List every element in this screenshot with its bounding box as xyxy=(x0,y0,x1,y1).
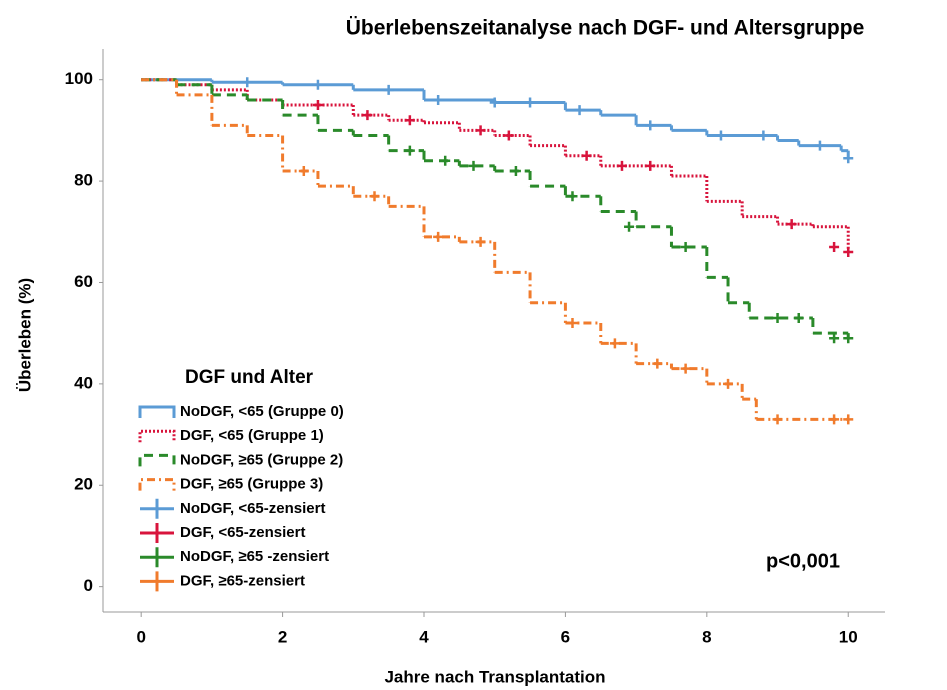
legend-label: NoDGF, <65-zensiert xyxy=(180,500,325,517)
censor-mark xyxy=(793,312,804,323)
censor-mark xyxy=(843,247,854,258)
censor-mark xyxy=(567,318,578,329)
legend-symbol xyxy=(140,547,174,568)
annotation: p<0,001 xyxy=(766,550,840,572)
legend-label: DGF, ≥65-zensiert xyxy=(180,572,305,589)
censor-mark xyxy=(404,115,415,126)
x-tick-label: 0 xyxy=(136,627,145,646)
censor-mark xyxy=(680,241,691,252)
censor-mark xyxy=(475,236,486,247)
censor-mark xyxy=(312,79,323,90)
censor-mark xyxy=(829,333,840,344)
censor-mark xyxy=(786,219,797,230)
censor-mark xyxy=(723,378,734,389)
censor-mark xyxy=(645,120,656,131)
censor-mark xyxy=(440,155,451,166)
censor-mark xyxy=(758,130,769,141)
legend-label: NoDGF, <65 (Gruppe 0) xyxy=(180,403,344,420)
y-tick-label: 100 xyxy=(65,69,93,88)
y-tick-label: 20 xyxy=(74,475,93,494)
censor-mark xyxy=(404,145,415,156)
censor-mark xyxy=(468,160,479,171)
x-tick-label: 10 xyxy=(839,627,858,646)
censor-mark xyxy=(645,160,656,171)
censor-mark xyxy=(843,333,854,344)
censor-mark xyxy=(383,84,394,95)
x-tick-label: 8 xyxy=(702,627,711,646)
censor-mark xyxy=(829,414,840,425)
censor-mark xyxy=(433,231,444,242)
censor-mark xyxy=(616,160,627,171)
legend-label: DGF, <65-zensiert xyxy=(180,524,305,541)
censor-mark xyxy=(581,150,592,161)
legend-symbol xyxy=(138,429,176,443)
censor-mark xyxy=(567,191,578,202)
censor-mark xyxy=(362,110,373,121)
censor-mark xyxy=(489,97,500,108)
x-tick-label: 2 xyxy=(278,627,287,646)
legend-label: NoDGF, ≥65 (Gruppe 2) xyxy=(180,451,343,468)
censor-mark xyxy=(475,125,486,136)
censor-mark xyxy=(525,97,536,108)
censor-mark xyxy=(772,312,783,323)
censor-mark xyxy=(312,100,323,111)
y-axis-label: Überleben (%) xyxy=(15,278,34,392)
censor-mark xyxy=(814,140,825,151)
legend-symbol xyxy=(138,453,176,467)
censor-mark xyxy=(433,94,444,105)
legend-symbol xyxy=(140,498,174,519)
censor-mark xyxy=(680,363,691,374)
censor-mark xyxy=(242,77,253,88)
censor-mark xyxy=(829,241,840,252)
y-tick-label: 0 xyxy=(84,576,93,595)
censor-mark xyxy=(298,165,309,176)
legend-label: DGF, <65 (Gruppe 1) xyxy=(180,427,324,444)
censor-mark xyxy=(609,338,620,349)
x-axis-label: Jahre nach Transplantation xyxy=(384,667,605,686)
chart-title: Überlebenszeitanalyse nach DGF- und Alte… xyxy=(346,17,865,40)
censor-mark xyxy=(843,153,854,164)
y-tick-label: 40 xyxy=(74,373,93,392)
y-tick-label: 60 xyxy=(74,272,93,291)
legend-symbol xyxy=(138,405,176,418)
legend-title: DGF und Alter xyxy=(185,367,314,388)
censor-mark xyxy=(510,165,521,176)
censor-mark xyxy=(369,191,380,202)
censor-mark xyxy=(843,414,854,425)
censor-mark xyxy=(772,414,783,425)
legend-symbol xyxy=(140,571,174,592)
legend-label: NoDGF, ≥65 -zensiert xyxy=(180,548,329,565)
censor-mark xyxy=(624,221,635,232)
legend-symbol xyxy=(140,523,174,543)
y-tick-label: 80 xyxy=(74,171,93,190)
legend-symbol xyxy=(138,478,176,491)
censor-mark xyxy=(574,105,585,116)
censor-mark xyxy=(503,130,514,141)
x-tick-label: 4 xyxy=(419,627,429,646)
censor-mark xyxy=(652,358,663,369)
x-tick-label: 6 xyxy=(561,627,570,646)
legend-label: DGF, ≥65 (Gruppe 3) xyxy=(180,476,323,493)
censor-mark xyxy=(715,130,726,141)
